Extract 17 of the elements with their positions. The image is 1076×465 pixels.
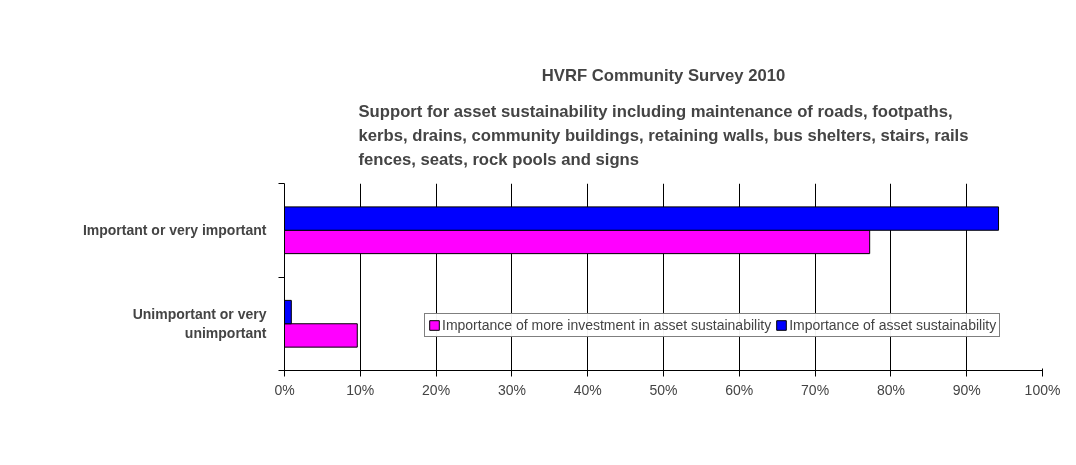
- y-tick-label: Unimportant or very unimportant: [132, 306, 267, 342]
- x-tick-label: 60%: [725, 381, 754, 398]
- x-tick-label: 20%: [422, 381, 451, 398]
- x-tick-label: 50%: [649, 381, 678, 398]
- x-tick-label: 90%: [952, 381, 981, 398]
- chart-subtitle: Support for asset sustainability including maintenance of roads, footpaths, kerbs, drains, community buildings, retaining walls, bus shelters, stairs, rails fences, seats, rock pools and signs: [358, 102, 969, 169]
- y-tick-label: Important or very important: [82, 222, 267, 239]
- legend-label: Importance of asset sustainability: [789, 317, 997, 333]
- legend-label: Importance of more investment in asset sustainability: [442, 317, 772, 333]
- chart-title: HVRF Community Survey 2010: [541, 65, 786, 85]
- x-tick-label: 40%: [573, 381, 602, 398]
- x-tick-label: 0%: [274, 381, 295, 398]
- x-tick-label: 70%: [801, 381, 830, 398]
- x-tick-label: 100%: [1024, 381, 1061, 398]
- x-tick-label: 30%: [497, 381, 526, 398]
- x-tick-label: 10%: [346, 381, 375, 398]
- x-tick-label: 80%: [876, 381, 905, 398]
